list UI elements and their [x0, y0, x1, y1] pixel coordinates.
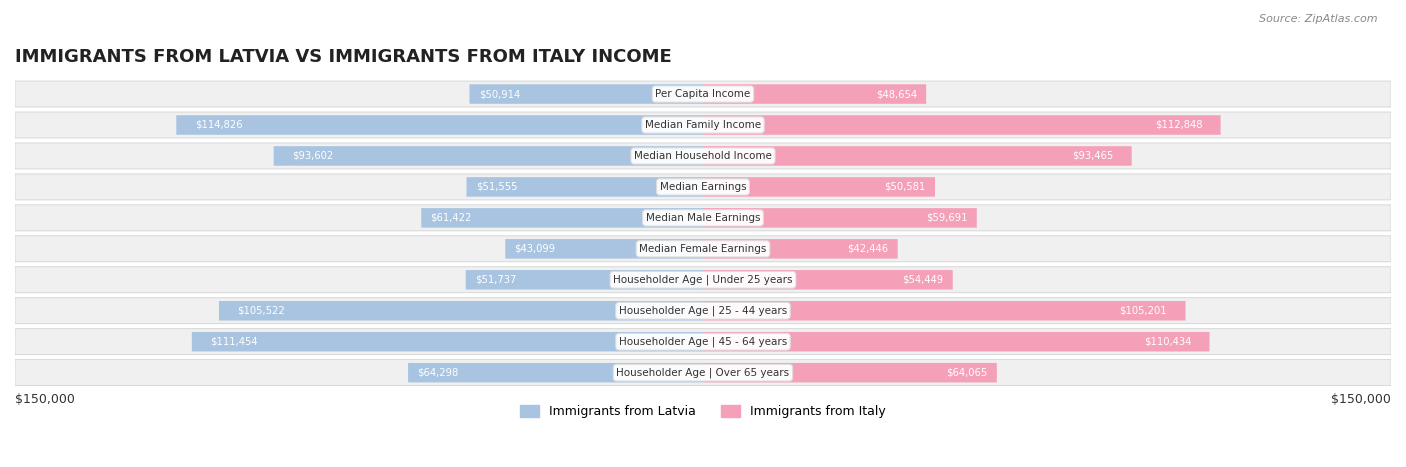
Text: $54,449: $54,449	[903, 275, 943, 285]
FancyBboxPatch shape	[422, 208, 703, 227]
Text: $93,465: $93,465	[1073, 151, 1114, 161]
FancyBboxPatch shape	[703, 177, 935, 197]
FancyBboxPatch shape	[467, 177, 703, 197]
FancyBboxPatch shape	[505, 239, 703, 259]
Text: $42,446: $42,446	[848, 244, 889, 254]
FancyBboxPatch shape	[176, 115, 703, 135]
FancyBboxPatch shape	[15, 143, 1391, 169]
Text: $105,201: $105,201	[1119, 306, 1167, 316]
Text: $150,000: $150,000	[15, 393, 75, 406]
Text: Median Earnings: Median Earnings	[659, 182, 747, 192]
Text: $110,434: $110,434	[1144, 337, 1191, 347]
FancyBboxPatch shape	[703, 84, 927, 104]
FancyBboxPatch shape	[703, 146, 1132, 166]
FancyBboxPatch shape	[15, 298, 1391, 324]
FancyBboxPatch shape	[703, 332, 1209, 352]
FancyBboxPatch shape	[15, 112, 1391, 138]
FancyBboxPatch shape	[703, 115, 1220, 135]
FancyBboxPatch shape	[15, 205, 1391, 231]
Text: $43,099: $43,099	[515, 244, 555, 254]
FancyBboxPatch shape	[15, 329, 1391, 355]
FancyBboxPatch shape	[219, 301, 703, 320]
Text: Householder Age | Under 25 years: Householder Age | Under 25 years	[613, 275, 793, 285]
Text: $64,065: $64,065	[946, 368, 987, 378]
FancyBboxPatch shape	[15, 360, 1391, 386]
Text: $114,826: $114,826	[194, 120, 242, 130]
Text: $111,454: $111,454	[209, 337, 257, 347]
FancyBboxPatch shape	[703, 363, 997, 382]
FancyBboxPatch shape	[703, 239, 897, 259]
Text: Median Male Earnings: Median Male Earnings	[645, 213, 761, 223]
Text: Median Female Earnings: Median Female Earnings	[640, 244, 766, 254]
Text: $50,914: $50,914	[478, 89, 520, 99]
Text: Per Capita Income: Per Capita Income	[655, 89, 751, 99]
FancyBboxPatch shape	[274, 146, 703, 166]
Text: IMMIGRANTS FROM LATVIA VS IMMIGRANTS FROM ITALY INCOME: IMMIGRANTS FROM LATVIA VS IMMIGRANTS FRO…	[15, 48, 672, 66]
Text: $50,581: $50,581	[884, 182, 925, 192]
FancyBboxPatch shape	[15, 174, 1391, 200]
Text: $105,522: $105,522	[238, 306, 285, 316]
Text: $61,422: $61,422	[430, 213, 472, 223]
Text: $150,000: $150,000	[1331, 393, 1391, 406]
FancyBboxPatch shape	[408, 363, 703, 382]
Text: $48,654: $48,654	[876, 89, 917, 99]
FancyBboxPatch shape	[15, 236, 1391, 262]
FancyBboxPatch shape	[15, 81, 1391, 107]
Text: Median Family Income: Median Family Income	[645, 120, 761, 130]
FancyBboxPatch shape	[465, 270, 703, 290]
Text: $59,691: $59,691	[927, 213, 967, 223]
Text: $93,602: $93,602	[292, 151, 333, 161]
Text: $51,737: $51,737	[475, 275, 516, 285]
Text: Householder Age | Over 65 years: Householder Age | Over 65 years	[616, 368, 790, 378]
Text: Householder Age | 25 - 44 years: Householder Age | 25 - 44 years	[619, 305, 787, 316]
FancyBboxPatch shape	[703, 208, 977, 227]
FancyBboxPatch shape	[15, 267, 1391, 293]
Text: Householder Age | 45 - 64 years: Householder Age | 45 - 64 years	[619, 336, 787, 347]
Text: $112,848: $112,848	[1154, 120, 1202, 130]
FancyBboxPatch shape	[191, 332, 703, 352]
FancyBboxPatch shape	[703, 270, 953, 290]
Legend: Immigrants from Latvia, Immigrants from Italy: Immigrants from Latvia, Immigrants from …	[516, 400, 890, 423]
Text: Median Household Income: Median Household Income	[634, 151, 772, 161]
Text: $51,555: $51,555	[475, 182, 517, 192]
FancyBboxPatch shape	[470, 84, 703, 104]
Text: $64,298: $64,298	[418, 368, 458, 378]
FancyBboxPatch shape	[703, 301, 1185, 320]
Text: Source: ZipAtlas.com: Source: ZipAtlas.com	[1260, 14, 1378, 24]
